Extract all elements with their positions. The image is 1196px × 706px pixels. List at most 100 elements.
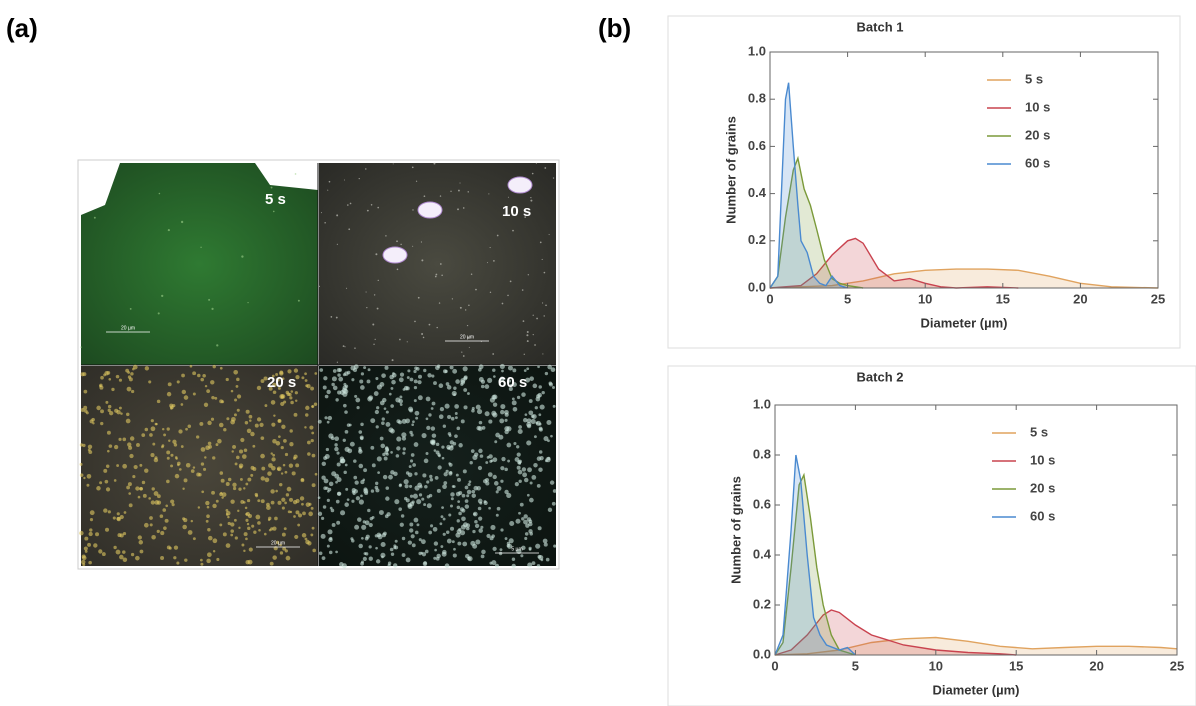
texture-dot <box>533 435 537 439</box>
texture-dot <box>491 560 497 566</box>
texture-dot <box>82 372 87 377</box>
texture-dot <box>317 496 321 500</box>
texture-dot <box>449 440 454 445</box>
texture-dot <box>310 438 314 443</box>
texture-dot <box>488 506 491 510</box>
texture-dot <box>225 508 229 512</box>
texture-dot <box>459 507 465 512</box>
texture-dot <box>157 312 160 315</box>
texture-dot <box>416 499 422 505</box>
texture-dot <box>346 423 351 427</box>
texture-dot <box>300 478 305 483</box>
texture-dot <box>436 364 441 368</box>
texture-dot <box>366 306 368 309</box>
texture-dot <box>311 483 316 488</box>
texture-dot <box>360 561 364 566</box>
texture-dot <box>221 492 227 497</box>
texture-dot <box>409 528 414 533</box>
texture-dot <box>462 541 468 547</box>
chart: Batch 1 5 s 10 s 20 s 60 s 0 5 10 15 20 25 0.0 0.2 0.… <box>667 15 1181 349</box>
texture-dot <box>245 518 249 522</box>
texture-dot <box>382 397 387 403</box>
texture-dot <box>190 519 194 523</box>
texture-dot <box>387 561 392 565</box>
texture-dot <box>428 323 431 326</box>
texture-dot <box>342 403 347 408</box>
texture-dot <box>293 515 296 518</box>
texture-dot <box>93 216 96 219</box>
texture-dot <box>113 444 119 450</box>
texture-dot <box>290 390 294 393</box>
texture-dot <box>115 549 121 555</box>
texture-dot <box>418 538 422 542</box>
texture-dot <box>86 473 92 479</box>
texture-dot <box>494 440 498 444</box>
texture-dot <box>258 528 261 532</box>
texture-dot <box>466 494 470 498</box>
texture-dot <box>230 529 234 533</box>
texture-dot <box>304 379 308 382</box>
texture-dot <box>351 378 355 382</box>
texture-dot <box>539 241 542 244</box>
texture-dot <box>471 409 475 413</box>
scale-bar-label: 5 µm <box>511 546 522 552</box>
texture-dot <box>532 334 534 336</box>
texture-dot <box>472 529 476 534</box>
texture-dot <box>317 419 322 424</box>
texture-dot <box>235 455 240 460</box>
texture-dot <box>444 563 450 569</box>
texture-dot <box>79 462 83 466</box>
texture-dot <box>530 414 535 419</box>
texture-dot <box>376 456 382 462</box>
texture-dot <box>165 504 169 508</box>
texture-dot <box>273 414 276 417</box>
glare <box>81 163 120 215</box>
texture-dot <box>200 562 204 566</box>
texture-dot <box>292 499 298 505</box>
texture-dot <box>521 545 526 551</box>
texture-dot <box>127 442 132 447</box>
texture-dot <box>379 436 384 441</box>
texture-dot <box>358 463 364 469</box>
texture-dot <box>243 549 246 553</box>
texture-dot <box>426 425 431 431</box>
texture-dot <box>369 516 373 521</box>
texture-dot <box>405 557 411 563</box>
texture-dot <box>173 556 177 560</box>
texture-dot <box>111 387 115 392</box>
texture-dot <box>246 522 250 526</box>
texture-dot <box>80 408 85 412</box>
texture-dot <box>425 396 431 402</box>
texture-dot <box>284 452 289 457</box>
texture-dot <box>492 368 496 372</box>
texture-dot <box>230 533 234 537</box>
texture-dot <box>254 492 258 497</box>
texture-dot <box>383 456 388 461</box>
texture-dot <box>375 481 379 486</box>
texture-dot <box>349 202 352 205</box>
texture-dot <box>155 422 158 426</box>
texture-dot <box>531 561 536 565</box>
image-label: 5 s <box>265 191 286 208</box>
texture-dot <box>241 543 245 547</box>
texture-dot <box>338 376 344 382</box>
area-fill <box>775 455 856 655</box>
texture-dot <box>413 379 418 384</box>
texture-dot <box>488 454 493 459</box>
texture-dot <box>476 485 481 491</box>
texture-dot <box>423 561 427 565</box>
texture-dot <box>362 556 367 561</box>
texture-dot <box>192 537 196 541</box>
texture-dot <box>410 534 415 539</box>
texture-dot <box>428 530 433 535</box>
texture-dot <box>99 481 103 485</box>
texture-dot <box>220 478 225 483</box>
texture-dot <box>420 241 423 243</box>
texture-dot <box>332 385 338 391</box>
texture-dot <box>368 556 373 561</box>
texture-dot <box>330 436 335 441</box>
texture-dot <box>89 518 94 522</box>
texture-dot <box>481 426 486 430</box>
x-tick-label: 15 <box>996 291 1010 306</box>
texture-dot <box>401 536 406 541</box>
